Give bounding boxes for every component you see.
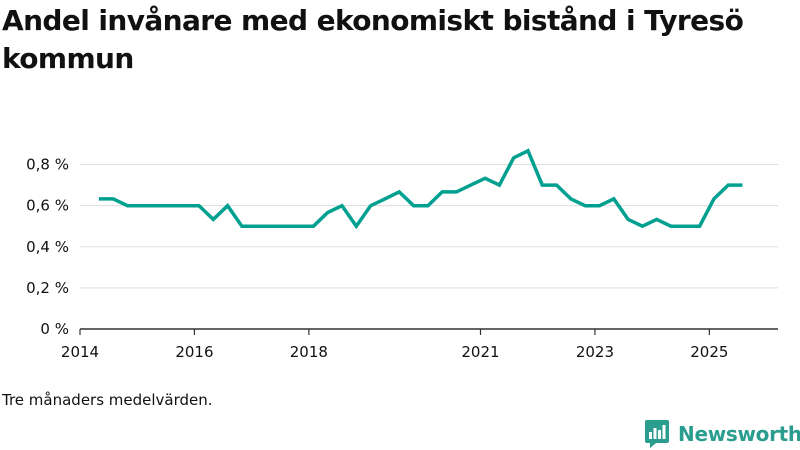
- data-point[interactable]: [109, 195, 117, 203]
- x-tick-label: 2021: [461, 343, 499, 361]
- footnote: Tre månaders medelvärden.: [2, 391, 213, 409]
- data-point[interactable]: [681, 222, 689, 230]
- data-point[interactable]: [481, 174, 489, 182]
- data-point[interactable]: [739, 181, 747, 189]
- gridlines: 0 % 0,2 % 0,4 % 0,6 % 0,8 %: [26, 156, 778, 338]
- x-tick-label: 2025: [690, 343, 728, 361]
- y-tick-label: 0 %: [40, 320, 69, 338]
- y-tick-label: 0,4 %: [26, 238, 69, 256]
- data-point[interactable]: [667, 222, 675, 230]
- data-point[interactable]: [309, 222, 317, 230]
- data-point[interactable]: [510, 154, 518, 162]
- data-point[interactable]: [524, 147, 532, 155]
- data-point[interactable]: [238, 222, 246, 230]
- data-point[interactable]: [638, 222, 646, 230]
- data-point[interactable]: [166, 202, 174, 210]
- y-tick-label: 0,2 %: [26, 279, 69, 297]
- x-tick-label: 2016: [175, 343, 213, 361]
- newsworthy-logo[interactable]: Newsworthy: [644, 419, 800, 449]
- data-point[interactable]: [452, 188, 460, 196]
- data-series: [95, 147, 747, 230]
- series-line: [98, 148, 743, 230]
- data-point[interactable]: [224, 202, 232, 210]
- data-point[interactable]: [195, 202, 203, 210]
- data-point[interactable]: [696, 222, 704, 230]
- data-point[interactable]: [653, 215, 661, 223]
- data-point[interactable]: [538, 181, 546, 189]
- data-point[interactable]: [553, 181, 561, 189]
- data-point[interactable]: [123, 202, 131, 210]
- data-point[interactable]: [295, 222, 303, 230]
- data-point[interactable]: [710, 195, 718, 203]
- y-tick-label: 0,6 %: [26, 197, 69, 215]
- data-point[interactable]: [567, 195, 575, 203]
- x-tick-label: 2023: [576, 343, 614, 361]
- data-point[interactable]: [581, 202, 589, 210]
- data-point[interactable]: [410, 202, 418, 210]
- data-point[interactable]: [324, 208, 332, 216]
- x-axis: 2014 2016 2018 2021 2023 2025: [61, 328, 778, 361]
- data-point[interactable]: [395, 188, 403, 196]
- data-point[interactable]: [624, 215, 632, 223]
- data-point[interactable]: [281, 222, 289, 230]
- data-point[interactable]: [181, 202, 189, 210]
- data-point[interactable]: [367, 202, 375, 210]
- data-point[interactable]: [467, 181, 475, 189]
- data-point[interactable]: [209, 215, 217, 223]
- x-tick-label: 2018: [290, 343, 328, 361]
- data-point[interactable]: [138, 202, 146, 210]
- data-point[interactable]: [438, 188, 446, 196]
- data-point[interactable]: [495, 181, 503, 189]
- data-point[interactable]: [252, 222, 260, 230]
- brand-name: Newsworthy: [678, 422, 800, 446]
- data-point[interactable]: [267, 222, 275, 230]
- data-point[interactable]: [152, 202, 160, 210]
- x-tick-label: 2014: [61, 343, 99, 361]
- data-point[interactable]: [724, 181, 732, 189]
- data-point[interactable]: [424, 202, 432, 210]
- data-point[interactable]: [338, 202, 346, 210]
- y-tick-label: 0,8 %: [26, 156, 69, 174]
- data-point[interactable]: [610, 195, 618, 203]
- newsworthy-logo-icon: [645, 420, 669, 448]
- data-point[interactable]: [381, 195, 389, 203]
- chart-title: Andel invånare med ekonomiskt bistånd i …: [2, 4, 744, 75]
- data-point[interactable]: [95, 195, 103, 203]
- data-point[interactable]: [595, 202, 603, 210]
- data-point[interactable]: [352, 222, 360, 230]
